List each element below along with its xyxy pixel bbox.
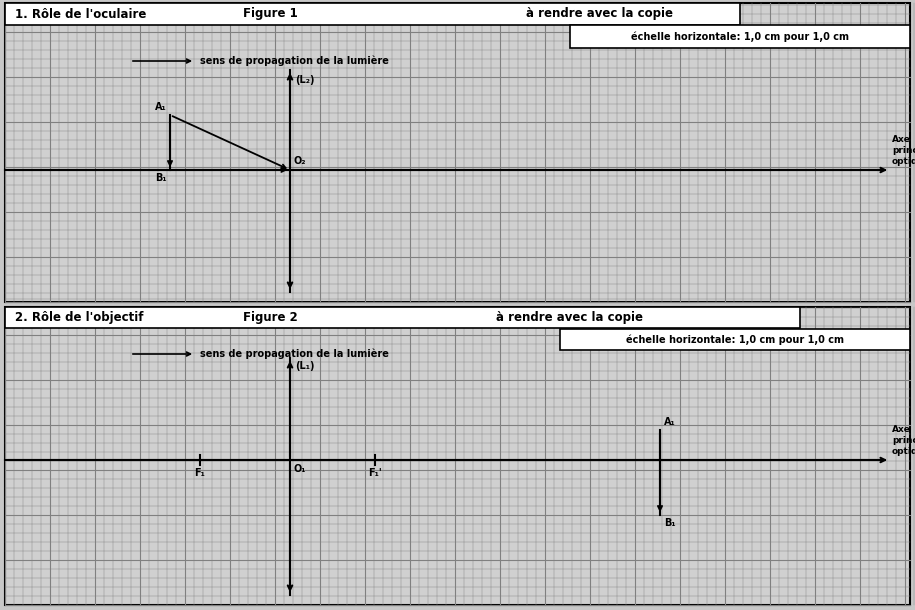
Text: échelle horizontale: 1,0 cm pour 1,0 cm: échelle horizontale: 1,0 cm pour 1,0 cm [626, 334, 844, 345]
Text: sens de propagation de la lumière: sens de propagation de la lumière [200, 349, 389, 359]
Bar [5, 307, 910, 605]
Text: sens de propagation de la lumière: sens de propagation de la lumière [200, 56, 389, 66]
Text: F₁: F₁ [195, 468, 206, 478]
Bar [570, 25, 910, 48]
Text: Figure 1: Figure 1 [242, 7, 297, 21]
Text: F₁': F₁' [368, 468, 382, 478]
Text: (L₂): (L₂) [295, 75, 315, 85]
Text: B₁: B₁ [664, 518, 675, 528]
Text: Axe
principal
optique: Axe principal optique [892, 425, 915, 456]
Text: A₁: A₁ [664, 417, 676, 427]
Text: (L₁): (L₁) [295, 361, 315, 371]
Bar [5, 307, 800, 328]
Text: 1. Rôle de l'oculaire: 1. Rôle de l'oculaire [15, 7, 146, 21]
Bar [5, 3, 910, 302]
Text: A₁: A₁ [156, 102, 167, 112]
Text: B₁: B₁ [156, 173, 167, 183]
Text: Axe
principal
optique: Axe principal optique [892, 135, 915, 166]
Text: O₁: O₁ [294, 464, 307, 474]
Bar [560, 329, 910, 350]
Text: 2. Rôle de l'objectif: 2. Rôle de l'objectif [15, 311, 144, 324]
Text: à rendre avec la copie: à rendre avec la copie [497, 311, 643, 324]
Text: O₂: O₂ [294, 156, 307, 166]
Bar [5, 3, 740, 25]
Text: Figure 2: Figure 2 [242, 311, 297, 324]
Text: échelle horizontale: 1,0 cm pour 1,0 cm: échelle horizontale: 1,0 cm pour 1,0 cm [631, 31, 849, 41]
Text: à rendre avec la copie: à rendre avec la copie [526, 7, 673, 21]
